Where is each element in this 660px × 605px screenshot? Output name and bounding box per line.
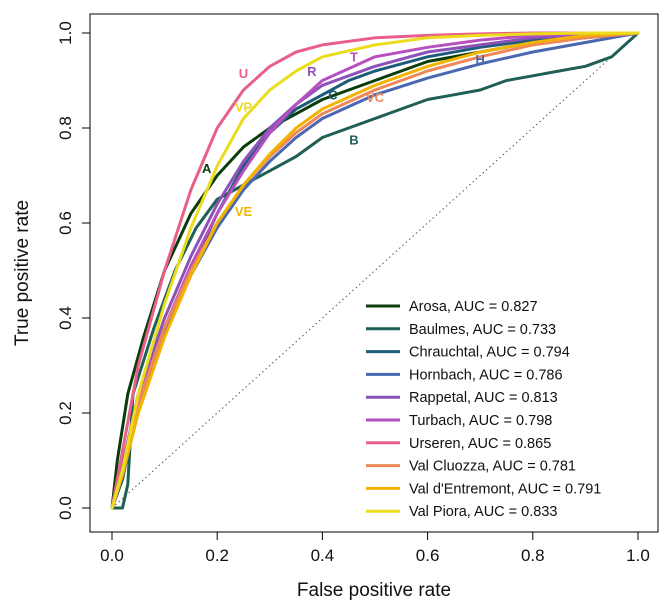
curve-label-ve: VE: [235, 204, 253, 219]
curve-label-t: T: [350, 50, 358, 65]
legend-label: Val Piora, AUC = 0.833: [409, 504, 557, 520]
y-tick-label: 0.2: [56, 401, 75, 425]
legend-label: Turbach, AUC = 0.798: [409, 413, 552, 429]
legend-label: Val d'Entremont, AUC = 0.791: [409, 481, 601, 497]
y-axis: 0.0 0.2 0.4 0.6 0.8 1.0: [56, 21, 91, 520]
curve-label-b: B: [349, 133, 358, 148]
legend-label: Chrauchtal, AUC = 0.794: [409, 345, 570, 361]
y-tick-label: 0.6: [56, 211, 75, 235]
legend-label: Val Cluozza, AUC = 0.781: [409, 459, 576, 475]
curve-label-a: A: [202, 161, 212, 176]
legend-label: Urseren, AUC = 0.865: [409, 436, 551, 452]
x-tick-label: 0.2: [205, 546, 229, 565]
x-tick-label: 1.0: [626, 546, 650, 565]
legend-label: Arosa, AUC = 0.827: [409, 299, 538, 315]
y-tick-label: 0.4: [56, 306, 75, 330]
series-line-b: [110, 31, 640, 510]
legend-label: Rappetal, AUC = 0.813: [409, 390, 558, 406]
plot-area: A B C H R T U VC VE VP: [110, 31, 640, 510]
legend-label: Hornbach, AUC = 0.786: [409, 367, 563, 383]
series-line-ve: [110, 31, 640, 510]
curve-label-h: H: [476, 52, 485, 67]
x-tick-label: 0.6: [416, 546, 440, 565]
y-tick-label: 0.0: [56, 496, 75, 520]
x-tick-label: 0.8: [521, 546, 545, 565]
series-line-vp: [110, 31, 640, 510]
curve-label-vp: VP: [235, 99, 253, 114]
y-tick-label: 1.0: [56, 21, 75, 45]
x-axis: 0.0 0.2 0.4 0.6 0.8 1.0: [100, 531, 650, 565]
diagonal-reference-line: [111, 32, 639, 509]
x-tick-label: 0.0: [100, 546, 124, 565]
legend-label: Baulmes, AUC = 0.733: [409, 322, 556, 338]
series-line-r: [110, 31, 640, 510]
curve-label-r: R: [307, 64, 317, 79]
curve-label-u: U: [239, 66, 248, 81]
curve-label-vc: VC: [366, 90, 385, 105]
x-axis-title: False positive rate: [297, 580, 451, 601]
x-tick-label: 0.4: [311, 546, 335, 565]
curve-label-c: C: [328, 88, 338, 103]
series-line-vc: [110, 31, 640, 510]
y-tick-label: 0.8: [56, 116, 75, 140]
legend: Arosa, AUC = 0.827 Baulmes, AUC = 0.733 Ch…: [366, 299, 601, 520]
y-axis-title: True positive rate: [12, 200, 33, 346]
